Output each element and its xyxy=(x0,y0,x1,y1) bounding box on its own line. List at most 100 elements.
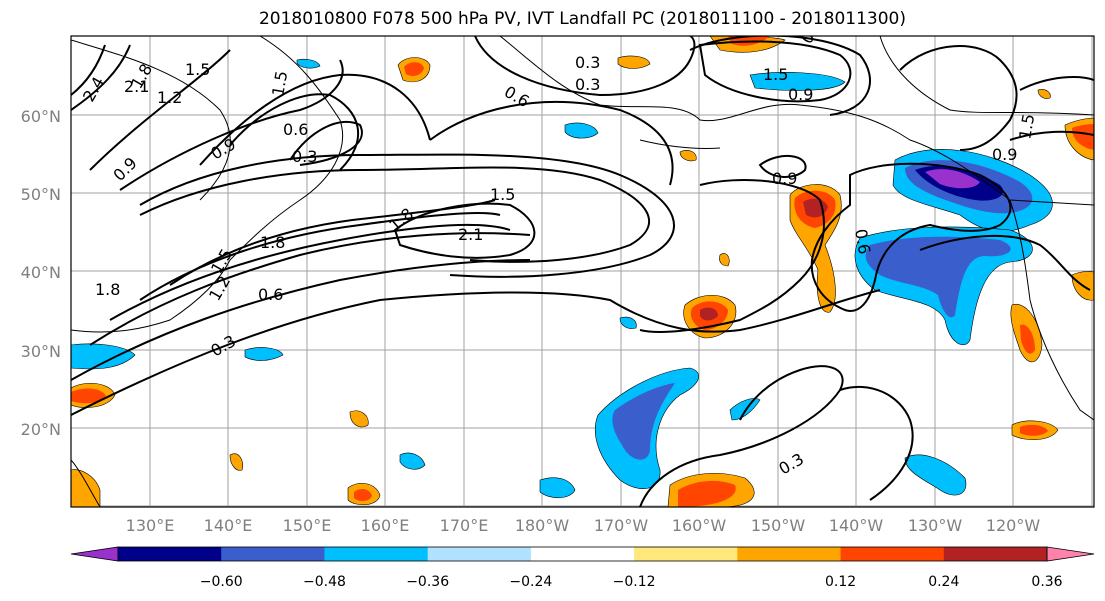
ivt-region-bering xyxy=(749,72,846,91)
map-frame xyxy=(70,35,1095,508)
map-plot-area: 1.5 2.4 2.1 1.8 1.2 1.5 0.9 0.6 0.3 0.9 … xyxy=(71,15,1094,507)
ivt-shading-positive xyxy=(71,36,1094,507)
ivt-region-positive-small-9 xyxy=(679,150,697,162)
ivt-region-small-1 xyxy=(539,477,576,499)
contour-1.5-bering xyxy=(698,40,852,103)
ivt-region-gulf-alaska-peak xyxy=(925,169,980,189)
coastline-north-america xyxy=(1009,199,1094,421)
contour-0.9-ne xyxy=(899,45,1018,151)
contour-2.1 xyxy=(393,202,536,259)
lat-label: 20°N xyxy=(21,420,61,439)
colorbar-cell xyxy=(737,547,842,561)
contour-0.6-mid xyxy=(429,100,674,186)
contour-1.2-south xyxy=(109,223,511,321)
lat-label: 50°N xyxy=(21,185,61,204)
coastline-kamchatka xyxy=(71,39,231,201)
ivt-region-positive-coast-inner xyxy=(1020,324,1035,354)
colorbar-tick-label: 0.24 xyxy=(928,574,959,590)
ivt-region-positive-small-7 xyxy=(719,253,730,267)
coastline-aleutians xyxy=(639,139,721,149)
ivt-region-positive-small-4 xyxy=(349,410,369,428)
lon-label: 170°W xyxy=(594,516,649,535)
contour-labels: 1.5 2.4 2.1 1.8 1.2 1.5 0.9 0.6 0.3 0.9 … xyxy=(79,15,1038,478)
latitude-labels: 60°N 50°N 40°N 30°N 20°N xyxy=(21,107,61,439)
contour-1.8-north xyxy=(139,166,650,263)
lat-label: 60°N xyxy=(21,107,61,126)
contour-label: 0.9 xyxy=(992,145,1017,164)
colorbar-cell xyxy=(427,547,532,561)
ivt-region-small-3 xyxy=(564,122,599,139)
contour-0.9-south xyxy=(89,232,531,346)
contour-label: 1.5 xyxy=(490,185,515,204)
ivt-region-northeast-pacific-inner xyxy=(865,236,1011,318)
ivt-region-positive-ne-edge-inner xyxy=(1072,124,1094,150)
lon-label: 170°E xyxy=(440,516,489,535)
ivt-region-subtropical-inner xyxy=(612,383,675,460)
colorbar-cell xyxy=(221,547,325,561)
contour-label: 1.5 xyxy=(185,60,210,79)
colorbar-tick-label: 0.12 xyxy=(825,574,856,590)
contour-0.3-south-east xyxy=(639,365,844,507)
colorbar-cell xyxy=(324,547,429,561)
ivt-region-positive-small-3-inner xyxy=(354,488,372,502)
ivt-region-small-6 xyxy=(729,398,761,421)
contour-0.3-north xyxy=(474,36,696,97)
coastline-alaska-interior xyxy=(879,36,1094,116)
ivt-region-positive-small-1-inner xyxy=(404,62,424,76)
colorbar-outline xyxy=(117,546,1048,562)
colorbar-ticks: −0.60−0.48−0.36−0.24−0.120.120.240.360.4… xyxy=(200,574,1063,590)
ivt-region-positive-central-core xyxy=(700,307,718,321)
ivt-region-small-8 xyxy=(296,58,321,69)
lat-label: 40°N xyxy=(21,263,61,282)
ivt-region-positive-small-5 xyxy=(617,55,651,69)
lon-label: 120°W xyxy=(986,516,1041,535)
contour-label: 0.6 xyxy=(851,227,874,255)
colorbar-cells xyxy=(70,546,1095,562)
contour-0.9-north xyxy=(199,73,431,166)
contour-label: 0.3 xyxy=(575,53,600,72)
contour-0.3-loop xyxy=(289,120,363,166)
longitude-labels: 130°E 140°E 150°E 160°E 170°E 180°W 170°… xyxy=(126,516,1041,535)
lon-label: 160°W xyxy=(672,516,727,535)
ivt-region-positive-small-8 xyxy=(1037,89,1051,99)
colorbar-tick-label: −0.60 xyxy=(200,574,243,590)
contour-label: 1.8 xyxy=(260,233,285,252)
contour-0.6-south xyxy=(71,259,531,381)
colorbar-extend-max xyxy=(1046,546,1095,562)
colorbar-cell xyxy=(634,547,738,561)
lon-label: 130°W xyxy=(908,516,963,535)
contour-label: 0.3 xyxy=(292,147,317,166)
lon-label: 140°E xyxy=(204,516,253,535)
colorbar-cell xyxy=(840,547,945,561)
lon-label: 160°E xyxy=(361,516,410,535)
ivt-region-west-edge xyxy=(71,343,136,370)
contour-0.3-south xyxy=(71,289,881,416)
contour-2.4-nw xyxy=(71,44,106,96)
lon-label: 150°E xyxy=(283,516,332,535)
contour-0.6-north xyxy=(229,93,359,171)
contour-2.1-nw xyxy=(71,44,131,111)
contour-0.9-east xyxy=(810,162,1012,312)
contour-label: 1.2 xyxy=(157,88,182,107)
ivt-region-positive-small-2-inner xyxy=(1020,424,1048,436)
colorbar-tick-label: −0.24 xyxy=(509,574,552,590)
contour-0.3-east-loop xyxy=(839,385,914,501)
colorbar-cell xyxy=(943,547,1048,561)
contour-label: 0.6 xyxy=(797,15,826,47)
coastline-philippines xyxy=(71,459,101,507)
colorbar-tick-label: −0.12 xyxy=(613,574,656,590)
ivt-region-small-5 xyxy=(399,452,426,470)
lon-label: 180°W xyxy=(515,516,570,535)
contour-0.9-small xyxy=(758,154,807,178)
ivt-region-positive-sw-corner xyxy=(71,469,101,507)
contour-label: 1.5 xyxy=(268,69,291,97)
ivt-region-small-7 xyxy=(619,316,637,329)
ivt-region-positive-south-inner xyxy=(678,480,736,507)
coastline-alaska xyxy=(499,36,1094,206)
contour-1.5-nw xyxy=(89,49,231,171)
contour-1.5-ne xyxy=(1019,76,1094,91)
colorbar-cell xyxy=(530,547,635,561)
contour-label: 2.1 xyxy=(124,77,149,96)
contour-label: 1.5 xyxy=(763,65,788,84)
